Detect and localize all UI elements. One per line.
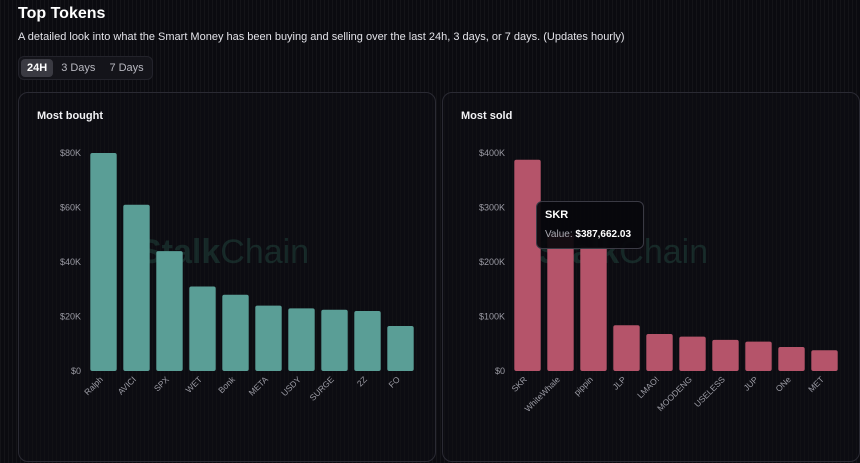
x-tick-label: 2Z (355, 374, 369, 388)
x-tick-label: MET (806, 374, 826, 394)
x-tick-label: USDY (279, 374, 303, 398)
tab-3-days[interactable]: 3 Days (61, 62, 96, 74)
bar-avici[interactable] (123, 204, 150, 371)
y-tick-label: $300K (479, 203, 505, 213)
bar-surge[interactable] (321, 309, 348, 371)
y-tick-label: $0 (71, 366, 81, 376)
y-tick-label: $40K (60, 257, 81, 267)
tooltip-label: SKR (545, 209, 569, 221)
bar-meta[interactable] (255, 305, 282, 371)
tooltip-value: Value: $387,662.03 (545, 229, 632, 240)
x-tick-label: WET (183, 374, 203, 394)
bar-useless[interactable] (712, 339, 739, 371)
x-tick-label: pippin (572, 374, 595, 397)
x-tick-label: LMAO! (635, 374, 661, 400)
tab-24h[interactable]: 24H (21, 59, 54, 77)
bar-whitewhale[interactable] (547, 233, 574, 371)
bar-2z[interactable] (354, 311, 381, 371)
x-tick-label: Ralph (82, 374, 105, 397)
x-tick-label: SKR (509, 374, 528, 393)
most-bought-chart: StalkChain $0$20K$40K$60K$80KRalphAVICIS… (60, 148, 414, 403)
y-tick-label: $400K (479, 148, 505, 158)
bar-usdy[interactable] (288, 308, 315, 371)
y-tick-label: $100K (479, 312, 505, 322)
y-tick-label: $0 (495, 366, 505, 376)
most-sold-chart: StalkChain $0$100K$200K$300K$400KSKRWhit… (479, 148, 838, 414)
x-tick-label: USELESS (692, 374, 727, 409)
bar-moodeng[interactable] (679, 336, 706, 371)
x-tick-label: Bonk (216, 374, 237, 395)
x-tick-label: WhiteWhale (522, 374, 562, 414)
tab-7-days[interactable]: 7 Days (109, 62, 144, 74)
x-tick-label: JLP (610, 374, 628, 392)
page-subtitle: A detailed look into what the Smart Mone… (18, 31, 625, 43)
x-tick-label: SPX (152, 374, 171, 393)
y-tick-label: $200K (479, 257, 505, 267)
bar-skr[interactable] (514, 159, 541, 371)
bar-wet[interactable] (189, 286, 216, 371)
x-tick-label: JUP (741, 374, 760, 393)
bar-lmao-[interactable] (646, 333, 673, 371)
bar-jup[interactable] (745, 341, 772, 371)
x-tick-label: ONe (773, 374, 793, 394)
x-tick-label: AVICI (116, 374, 138, 396)
bar-fo[interactable] (387, 326, 414, 371)
bar-bonk[interactable] (222, 294, 249, 371)
bar-met[interactable] (811, 350, 838, 371)
bar-jlp[interactable] (613, 325, 640, 371)
y-tick-label: $20K (60, 312, 81, 322)
x-tick-label: FO (386, 374, 402, 390)
most-bought-title: Most bought (37, 110, 103, 122)
bar-pippin[interactable] (580, 247, 607, 371)
x-tick-label: META (247, 374, 271, 398)
x-tick-label: SURGE (307, 374, 336, 403)
most-sold-title: Most sold (461, 110, 513, 122)
y-tick-label: $60K (60, 203, 81, 213)
x-tick-label: MOODENG (655, 374, 694, 413)
most-bought-panel: Most bought StalkChain $0$20K$40K$60K$80… (18, 92, 436, 462)
bar-spx[interactable] (156, 251, 183, 371)
bar-tooltip: SKR Value: $387,662.03 (536, 201, 644, 249)
timeframe-tabs: 24H 3 Days 7 Days (18, 56, 153, 80)
most-sold-panel: Most sold StalkChain $0 $100K $200K $300K $4… (442, 92, 860, 462)
y-tick-label: $80K (60, 148, 81, 158)
bar-ralph[interactable] (90, 153, 117, 371)
bar-one[interactable] (778, 347, 805, 371)
page-title: Top Tokens (18, 5, 106, 22)
